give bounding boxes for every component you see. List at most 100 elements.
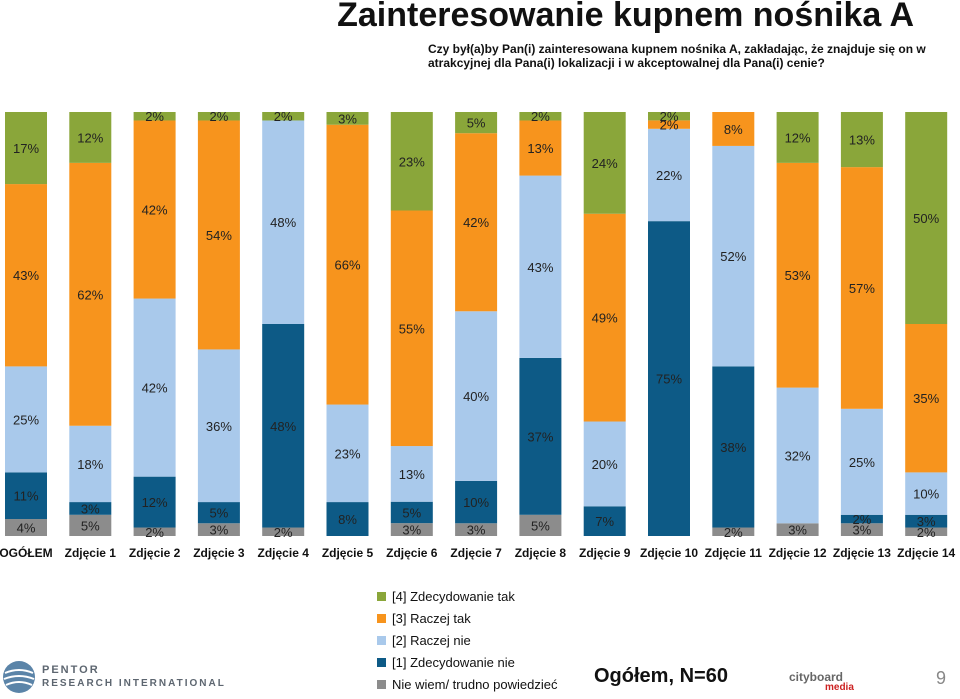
bar-segment-s3-9 [583,213,626,422]
legend-item-s3: [3] Raczej tak [377,607,557,629]
legend-label-s4: [4] Zdecydowanie tak [392,588,515,604]
data-label-s0-6: 3% [402,523,421,538]
bar-segment-s3-14 [905,324,948,473]
legend-item-s4: [4] Zdecydowanie tak [377,585,557,607]
legend-swatch-s4 [377,591,386,601]
data-label-s0-12: 3% [788,523,807,538]
data-label-s2-12: 32% [785,448,811,463]
category-label-14: Zdjęcie 14 [897,546,955,560]
bar-segment-s2-11 [712,145,755,367]
bar-segment-s1-5 [326,502,369,536]
bar-segment-s0-12 [776,523,819,536]
data-label-s4-6: 23% [399,154,425,169]
bar-segment-s4-13 [840,112,883,168]
bar-segment-s2-7 [455,311,498,481]
category-label-3: Zdjęcie 3 [193,546,245,560]
data-label-s3-12: 53% [785,268,811,283]
bar-segment-s0-0 [5,519,47,536]
legend-swatch-s2 [377,635,386,645]
data-label-s1-13: 2% [853,512,872,527]
bar-segment-s4-12 [776,112,819,163]
data-label-s3-5: 66% [334,258,360,273]
legend-item-s2: [2] Raczej nie [377,629,557,651]
bar-segment-s1-1 [69,502,112,515]
bar-segment-s0-13 [840,523,883,536]
legend-swatch-s1 [377,657,386,667]
bar-segment-s4-7 [455,112,498,134]
bar-segment-s3-0 [5,184,47,367]
data-label-s1-4: 48% [270,419,296,434]
bar-segment-s1-13 [840,514,883,524]
data-label-s2-5: 23% [334,446,360,461]
page-number: 9 [936,668,947,688]
data-label-s4-12: 12% [785,130,811,145]
sample-size-label: Ogółem, N=60 [594,665,728,687]
data-label-s3-9: 49% [592,311,618,326]
data-label-s0-2: 2% [145,525,164,540]
data-label-s3-14: 35% [913,391,939,406]
bar-segment-s2-0 [5,366,47,473]
bar-segment-s1-10 [648,221,690,537]
data-label-s1-11: 38% [720,440,746,455]
data-label-s4-14: 50% [913,211,939,226]
data-label-s1-14: 3% [917,514,936,529]
bar-segment-s1-9 [583,506,626,536]
data-label-s2-0: 25% [13,412,39,427]
bar-segment-s4-6 [390,112,433,211]
bar-segment-s2-13 [840,408,883,515]
bar-segment-s2-4 [262,120,305,324]
data-label-s4-0: 17% [13,141,39,156]
data-label-s4-2: 2% [145,109,164,124]
data-label-s1-5: 8% [338,512,357,527]
data-label-s1-0: 11% [13,489,38,504]
data-label-s3-10: 2% [660,118,679,133]
legend-swatch-s3 [377,613,386,623]
data-label-s0-1: 5% [81,518,100,533]
data-label-s1-10: 75% [656,372,682,387]
bar-segment-s1-2 [133,476,176,528]
bar-segment-s1-14 [905,514,948,528]
category-label-13: Zdjęcie 13 [833,546,891,560]
cityboard-logo-line1: cityboard [789,670,844,684]
data-label-s1-6: 5% [402,505,421,520]
bar-segment-s4-9 [583,112,626,214]
category-label-0: OGÓŁEM [0,545,53,560]
bar-segment-s0-2 [133,527,176,536]
bar-segment-s3-8 [519,120,562,176]
data-label-s4-3: 2% [210,109,229,124]
category-label-12: Zdjęcie 12 [769,546,827,560]
page-title: Zainteresowanie kupnem nośnika A [337,0,914,34]
bar-segment-s2-14 [905,472,948,515]
chart-legend: [4] Zdecydowanie tak [3] Raczej tak [2] Ra… [377,585,557,695]
bar-segment-s1-7 [455,480,498,524]
bar-segment-s0-14 [905,527,948,536]
data-label-s4-1: 12% [77,130,103,145]
data-label-s0-11: 2% [724,525,743,540]
legend-swatch-s0 [377,679,386,689]
category-label-6: Zdjęcie 6 [386,546,438,560]
legend-item-s0: Nie wiem/ trudno powiedzieć [377,673,557,695]
data-label-s2-8: 43% [527,260,553,275]
bar-segment-s2-3 [197,349,240,503]
data-label-s2-4: 48% [270,215,296,230]
bar-segment-s3-6 [390,210,433,447]
data-label-s1-1: 3% [81,501,100,516]
data-label-s3-8: 13% [527,141,553,156]
pentor-logo: PENTOR RESEARCH INTERNATIONAL [2,660,226,694]
data-label-s4-7: 5% [467,116,486,131]
bar-segment-s3-1 [69,162,112,426]
data-label-s2-11: 52% [720,249,746,264]
bar-segment-s4-3 [197,112,240,121]
bar-segment-s0-8 [519,514,562,536]
category-label-1: Zdjęcie 1 [65,546,117,560]
bar-segment-s3-12 [776,162,819,388]
data-label-s4-10: 2% [660,109,679,124]
legend-item-s1: [1] Zdecydowanie nie [377,651,557,673]
data-label-s0-14: 2% [917,525,936,540]
bar-segment-s0-7 [455,523,498,536]
bar-segment-s1-8 [519,357,562,515]
bar-segment-s0-6 [390,523,433,536]
bar-segment-s3-2 [133,120,176,299]
bar-segment-s3-11 [712,112,755,146]
pentor-globe-icon [3,661,35,693]
